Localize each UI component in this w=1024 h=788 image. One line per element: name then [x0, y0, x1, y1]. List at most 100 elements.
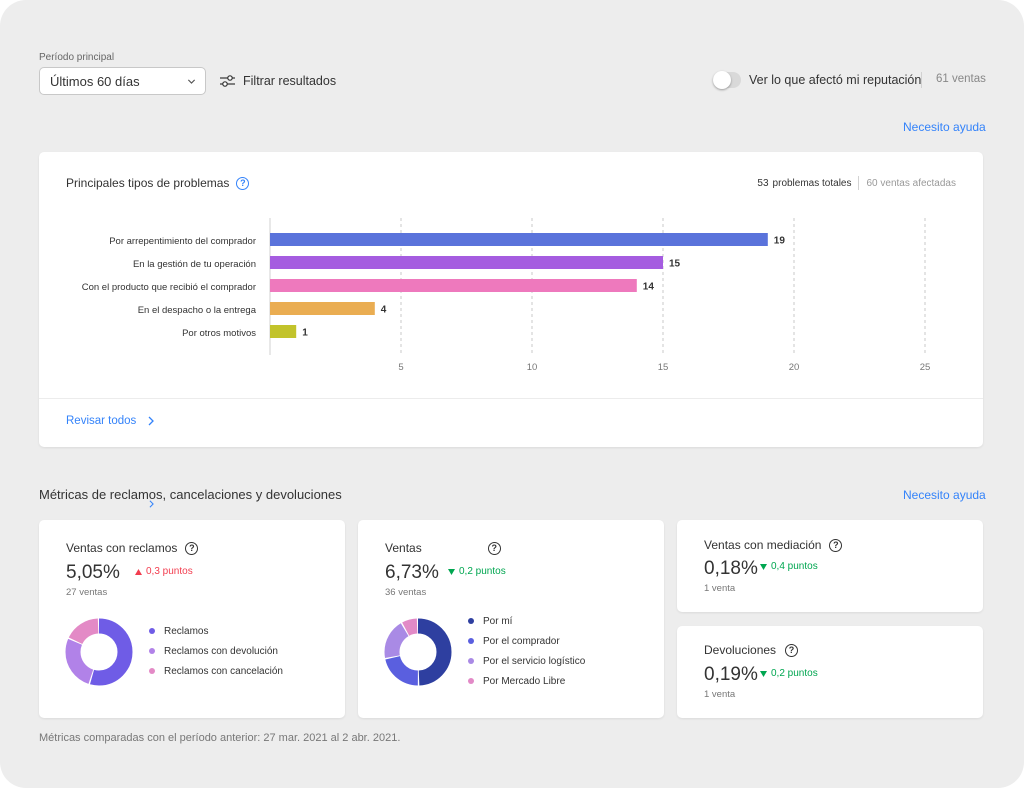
legend-label: Reclamos — [164, 625, 209, 637]
legend-label: Por el servicio logístico — [483, 655, 586, 667]
claims-title-text: Ventas con reclamos — [66, 541, 178, 555]
returns-value: 0,19% — [704, 664, 758, 685]
category-label: En la gestión de tu operación — [133, 259, 256, 270]
period-label: Período principal — [39, 52, 115, 63]
category-label: Con el producto que recibió el comprador — [82, 282, 256, 293]
bar — [270, 302, 375, 315]
legend-item: Reclamos con devolución — [149, 641, 283, 661]
sales-title-text: Ventas — [385, 541, 422, 555]
legend-item: Por el comprador — [468, 631, 585, 651]
returns-sub: 1 venta — [704, 689, 736, 700]
x-tick-label: 20 — [789, 362, 800, 373]
sales-sub: 36 ventas — [385, 587, 427, 598]
filter-results-button[interactable]: Filtrar resultados — [219, 71, 336, 91]
x-tick-label: 15 — [658, 362, 669, 373]
legend-dot — [468, 638, 474, 644]
legend-dot — [468, 678, 474, 684]
mediation-card: Ventas con mediación ? 0,18% 0,4 puntos … — [677, 520, 983, 612]
triangle-down-icon — [760, 670, 767, 677]
legend-item: Por el servicio logístico — [468, 651, 585, 671]
donut-slice — [65, 618, 133, 686]
legend-label: Por el comprador — [483, 635, 560, 647]
legend-item: Reclamos con cancelación — [149, 661, 283, 681]
chevron-right-icon — [149, 500, 154, 508]
legend-dot — [468, 618, 474, 624]
triangle-up-icon — [135, 568, 142, 575]
sales-title: Ventas ? — [385, 541, 501, 555]
sales-count: 61 ventas — [936, 73, 986, 85]
review-all-link[interactable]: Revisar todos — [66, 415, 155, 427]
legend-item: Reclamos — [149, 621, 283, 641]
returns-card: Devoluciones ? 0,19% 0,2 puntos 1 venta — [677, 626, 983, 718]
x-tick-label: 10 — [527, 362, 538, 373]
help-link-metrics[interactable]: Necesito ayuda — [903, 488, 986, 502]
totals-divider — [858, 176, 860, 190]
bar — [270, 325, 297, 338]
bar — [270, 279, 637, 292]
claims-value: 5,05% — [66, 562, 120, 583]
category-label: Por arrepentimiento del comprador — [109, 236, 256, 247]
mediation-delta: 0,4 puntos — [760, 561, 818, 572]
claims-delta: 0,3 puntos — [135, 566, 193, 577]
legend-label: Reclamos con devolución — [164, 645, 278, 657]
legend-item: Por Mercado Libre — [468, 671, 585, 691]
period-select[interactable]: Últimos 60 días — [39, 67, 206, 95]
problems-title: Principales tipos de problemas ? — [66, 176, 250, 190]
bar-value-label: 1 — [302, 328, 308, 339]
claims-legend: Reclamos Reclamos con devolución Reclamo… — [149, 621, 283, 681]
sales-card: Ventas ? 6,73% 0,2 puntos 36 ventas Por … — [358, 520, 664, 718]
total-problems-number: 53 — [757, 177, 769, 189]
problems-bar-chart: 5 10 15 20 25 Por arrepentimiento del comprad… — [82, 218, 930, 373]
problems-totals: 53 problemas totales 60 ventas afectadas — [757, 176, 956, 190]
review-all-label: Revisar todos — [66, 415, 137, 427]
help-icon[interactable]: ? — [236, 176, 250, 190]
help-icon[interactable]: ? — [829, 538, 843, 552]
chevron-right-icon — [148, 416, 155, 426]
returns-title-text: Devoluciones — [704, 643, 777, 657]
mediation-title: Ventas con mediación ? — [704, 538, 843, 552]
mediation-delta-text: 0,4 puntos — [771, 561, 818, 572]
chevron-down-icon — [187, 79, 196, 84]
mediation-value: 0,18% — [704, 558, 758, 579]
category-label: Por otros motivos — [182, 328, 256, 339]
toggle-knob — [713, 71, 731, 89]
claims-sub: 27 ventas — [66, 587, 108, 598]
legend-label: Por Mercado Libre — [483, 675, 566, 687]
help-icon[interactable]: ? — [185, 541, 199, 555]
toggle-switch[interactable] — [713, 71, 741, 89]
reputation-toggle[interactable]: Ver lo que afectó mi reputación — [713, 71, 921, 89]
sliders-icon — [220, 75, 235, 87]
reputation-toggle-label: Ver lo que afectó mi reputación — [749, 73, 922, 87]
donut-slice — [384, 618, 452, 686]
category-label: En el despacho o la entrega — [138, 305, 257, 316]
divider — [921, 72, 922, 88]
bar — [270, 256, 663, 269]
bar — [270, 233, 768, 246]
metrics-section-title: Métricas de reclamos, cancelaciones y de… — [39, 487, 342, 502]
mediation-title-text: Ventas con mediación — [704, 538, 822, 552]
triangle-down-icon — [760, 563, 767, 570]
legend-item: Por mí — [468, 611, 585, 631]
legend-dot — [468, 658, 474, 664]
legend-label: Reclamos con cancelación — [164, 665, 283, 677]
bar-value-label: 15 — [669, 259, 681, 270]
problems-title-text: Principales tipos de problemas — [66, 176, 230, 190]
donut-slice — [65, 618, 133, 686]
legend-dot — [149, 668, 155, 674]
footnote: Métricas comparadas con el período anter… — [39, 732, 401, 744]
x-tick-label: 5 — [398, 362, 403, 373]
sales-delta-text: 0,2 puntos — [459, 566, 506, 577]
card-divider — [39, 398, 983, 399]
help-link-top[interactable]: Necesito ayuda — [903, 120, 986, 134]
help-icon[interactable]: ? — [785, 643, 799, 657]
sales-value: 6,73% — [385, 562, 439, 583]
bar-value-label: 19 — [774, 236, 786, 247]
claims-donut-chart — [65, 618, 133, 686]
help-icon[interactable]: ? — [487, 541, 501, 555]
problems-card: Principales tipos de problemas ? 53 prob… — [39, 152, 983, 447]
legend-label: Por mí — [483, 615, 513, 627]
legend-dot — [149, 648, 155, 654]
claims-card: Ventas con reclamos ? 5,05% 0,3 puntos 2… — [39, 520, 345, 718]
returns-delta: 0,2 puntos — [760, 668, 818, 679]
returns-title: Devoluciones ? — [704, 643, 799, 657]
